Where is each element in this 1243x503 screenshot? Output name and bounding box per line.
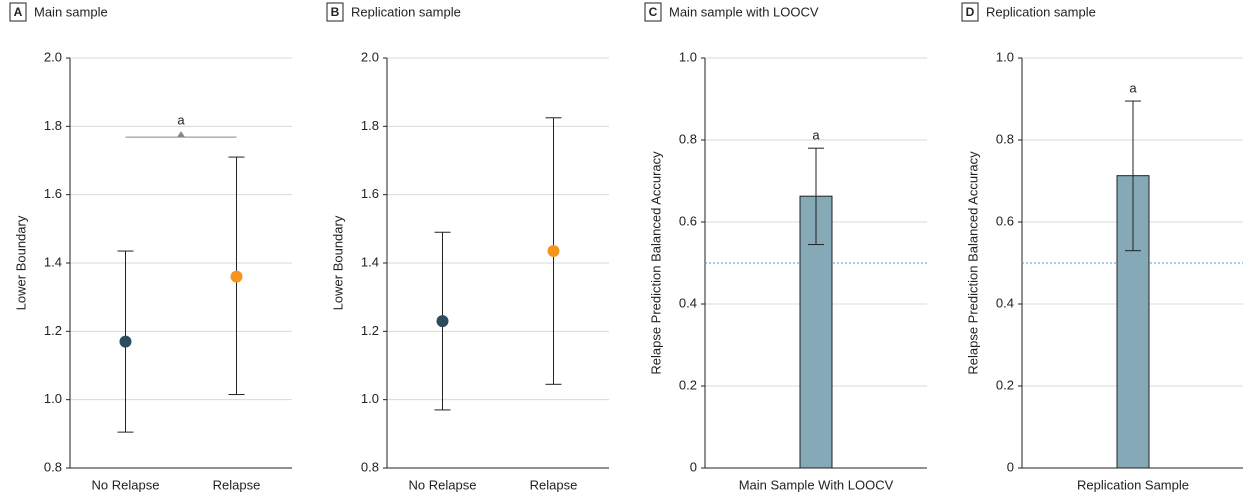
y-tick-label: 0.2 xyxy=(996,377,1014,392)
y-tick-label: 1.2 xyxy=(44,323,62,338)
y-tick-label: 2.0 xyxy=(361,49,379,64)
y-tick-label: 0.6 xyxy=(996,213,1014,228)
annotation: a xyxy=(177,113,185,128)
panel-label-box xyxy=(644,2,662,22)
panel-label: A xyxy=(14,5,23,19)
panel-label-box xyxy=(9,2,27,22)
y-tick-label: 1.4 xyxy=(44,254,62,269)
x-tick-label: Relapse xyxy=(213,477,261,492)
y-tick-label: 0.2 xyxy=(679,377,697,392)
y-tick-label: 1.6 xyxy=(44,186,62,201)
annotation: a xyxy=(812,128,820,143)
x-tick-label: Main Sample With LOOCV xyxy=(739,477,894,492)
y-tick-label: 0.8 xyxy=(996,131,1014,146)
panel-label: B xyxy=(331,5,340,19)
y-tick-label: 1.0 xyxy=(996,49,1014,64)
y-tick-label: 2.0 xyxy=(44,49,62,64)
y-tick-label: 1.0 xyxy=(679,49,697,64)
y-tick-label: 1.8 xyxy=(361,118,379,133)
panel-label-box xyxy=(961,2,979,22)
y-tick-label: 1.6 xyxy=(361,186,379,201)
y-axis-label: Relapse Prediction Balanced Accuracy xyxy=(648,151,663,375)
bracket-marker xyxy=(177,131,185,138)
x-tick-label: No Relapse xyxy=(409,477,477,492)
point xyxy=(230,270,243,283)
y-tick-label: 0.8 xyxy=(361,459,379,474)
panel-title: Replication sample xyxy=(986,4,1096,19)
y-tick-label: 0.4 xyxy=(996,295,1014,310)
y-tick-label: 1.4 xyxy=(361,254,379,269)
y-axis-label: Lower Boundary xyxy=(330,215,345,310)
y-axis-label: Lower Boundary xyxy=(13,215,28,310)
y-tick-label: 0 xyxy=(1007,459,1014,474)
panel-label-box xyxy=(326,2,344,22)
panel-title: Main sample xyxy=(34,4,108,19)
point xyxy=(547,245,560,258)
y-tick-label: 1.8 xyxy=(44,118,62,133)
x-tick-label: No Relapse xyxy=(92,477,160,492)
panel-label: D xyxy=(966,5,975,19)
y-tick-label: 0.4 xyxy=(679,295,697,310)
y-tick-label: 0.6 xyxy=(679,213,697,228)
y-tick-label: 1.0 xyxy=(361,391,379,406)
point xyxy=(436,315,449,328)
x-tick-label: Relapse xyxy=(530,477,578,492)
y-tick-label: 0 xyxy=(690,459,697,474)
point xyxy=(119,335,132,348)
y-axis-label: Relapse Prediction Balanced Accuracy xyxy=(965,151,980,375)
panel-label: C xyxy=(649,5,658,19)
y-tick-label: 0.8 xyxy=(44,459,62,474)
y-tick-label: 1.2 xyxy=(361,323,379,338)
y-tick-label: 0.8 xyxy=(679,131,697,146)
panel-title: Main sample with LOOCV xyxy=(669,4,819,19)
panel-title: Replication sample xyxy=(351,4,461,19)
x-tick-label: Replication Sample xyxy=(1077,477,1189,492)
y-tick-label: 1.0 xyxy=(44,391,62,406)
annotation: a xyxy=(1129,80,1137,95)
